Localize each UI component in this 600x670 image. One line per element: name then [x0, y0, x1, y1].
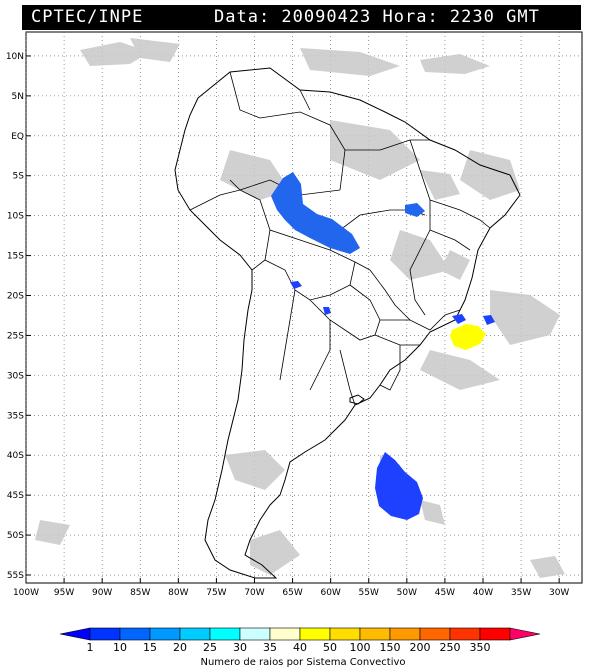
lat-tick-label: EQ	[11, 132, 24, 142]
colorbar-swatch	[449, 627, 481, 641]
lon-tick-label: 45W	[435, 588, 455, 598]
lat-tick-label: 5N	[12, 92, 24, 102]
lat-tick-label: 10S	[7, 212, 24, 222]
lat-tick-label: 55S	[7, 571, 24, 581]
colorbar-swatch	[509, 627, 541, 641]
colorbar-label: 350	[470, 641, 491, 654]
storm-cluster-coast-1	[452, 314, 466, 324]
colorbar-swatch	[119, 627, 151, 641]
colorbar: 1 10 15 20 25 30 35 40 50 100 150 200 250 350	[59, 627, 541, 654]
lat-tick-label: 5S	[13, 172, 25, 182]
lat-tick-label: 25S	[7, 331, 24, 341]
lon-tick-label: 30W	[549, 588, 569, 598]
colorbar-label: 100	[350, 641, 371, 654]
lat-tick-label: 30S	[7, 371, 24, 381]
lat-tick-label: 20S	[7, 292, 24, 302]
map-frame	[25, 31, 583, 584]
colorbar-label: 40	[293, 641, 307, 654]
storm-cluster-bolivia	[290, 281, 302, 289]
colorbar-swatch	[149, 627, 181, 641]
source-label: CPTEC/INPE	[31, 7, 144, 27]
colorbar-label: 35	[263, 641, 277, 654]
colorbar-swatch	[479, 627, 511, 641]
colorbar-label: 1	[87, 641, 94, 654]
lat-tick-label: 10N	[6, 52, 24, 62]
lat-tick-label: 15S	[7, 252, 24, 262]
colorbar-swatch	[59, 627, 91, 641]
lon-tick-label: 35W	[511, 588, 531, 598]
lat-tick-label: 35S	[7, 411, 24, 421]
lon-tick-label: 100W	[13, 588, 39, 598]
colorbar-swatch	[419, 627, 451, 641]
datetime-label: Data: 20090423 Hora: 2230 GMT	[214, 7, 540, 27]
storm-cluster-amazon	[271, 172, 360, 254]
colorbar-title: Numero de raios por Sistema Convectivo	[200, 657, 405, 668]
colorbar-label: 30	[233, 641, 247, 654]
longitude-axis: 100W 95W 90W 85W 80W 75W 70W 65W 60W 55W 50W 45W 40W…	[13, 578, 569, 598]
south-america-coastline	[174, 67, 521, 579]
colorbar-swatch	[179, 627, 211, 641]
colorbar-swatch	[89, 627, 121, 641]
lon-tick-label: 50W	[397, 588, 417, 598]
lon-tick-label: 95W	[54, 588, 74, 598]
title-bar: CPTEC/INPE Data: 20090423 Hora: 2230 GMT	[22, 5, 581, 30]
lat-tick-label: 45S	[7, 491, 24, 501]
colorbar-swatch	[209, 627, 241, 641]
colorbar-swatch	[389, 627, 421, 641]
cloud-cover	[35, 38, 565, 578]
lon-tick-label: 65W	[282, 588, 302, 598]
lat-tick-label: 50S	[7, 531, 24, 541]
lon-tick-label: 60W	[320, 588, 340, 598]
grid	[25, 32, 582, 583]
storm-cluster-paraguay	[323, 307, 331, 315]
colorbar-label: 10	[113, 641, 127, 654]
lon-tick-label: 70W	[244, 588, 264, 598]
lon-tick-label: 40W	[473, 588, 493, 598]
country-borders	[189, 71, 491, 406]
storm-cluster-coast-2	[483, 315, 495, 325]
lon-tick-label: 55W	[359, 588, 379, 598]
colorbar-swatch	[359, 627, 391, 641]
colorbar-swatch	[269, 627, 301, 641]
coastlines	[174, 67, 521, 579]
colorbar-label: 150	[380, 641, 401, 654]
lon-tick-label: 90W	[92, 588, 112, 598]
latitude-axis: 10N 5N EQ 5S 10S 15S 20S 25S 30S 35S 40S 45S 50S 55S	[6, 52, 31, 581]
lon-tick-label: 80W	[168, 588, 188, 598]
colorbar-swatch	[329, 627, 361, 641]
storm-cluster-central	[405, 203, 425, 217]
storm-cluster-high	[450, 324, 486, 350]
colorbar-label: 25	[203, 641, 217, 654]
colorbar-label: 50	[323, 641, 337, 654]
colorbar-label: 20	[173, 641, 187, 654]
colorbar-label: 15	[143, 641, 157, 654]
storm-clusters	[271, 172, 495, 520]
storm-cluster-atlantic	[375, 452, 423, 520]
colorbar-swatch	[239, 627, 271, 641]
colorbar-label: 200	[410, 641, 431, 654]
colorbar-swatch	[299, 627, 331, 641]
colorbar-label: 250	[440, 641, 461, 654]
lon-tick-label: 85W	[130, 588, 150, 598]
lon-tick-label: 75W	[206, 588, 226, 598]
lat-tick-label: 40S	[7, 451, 24, 461]
